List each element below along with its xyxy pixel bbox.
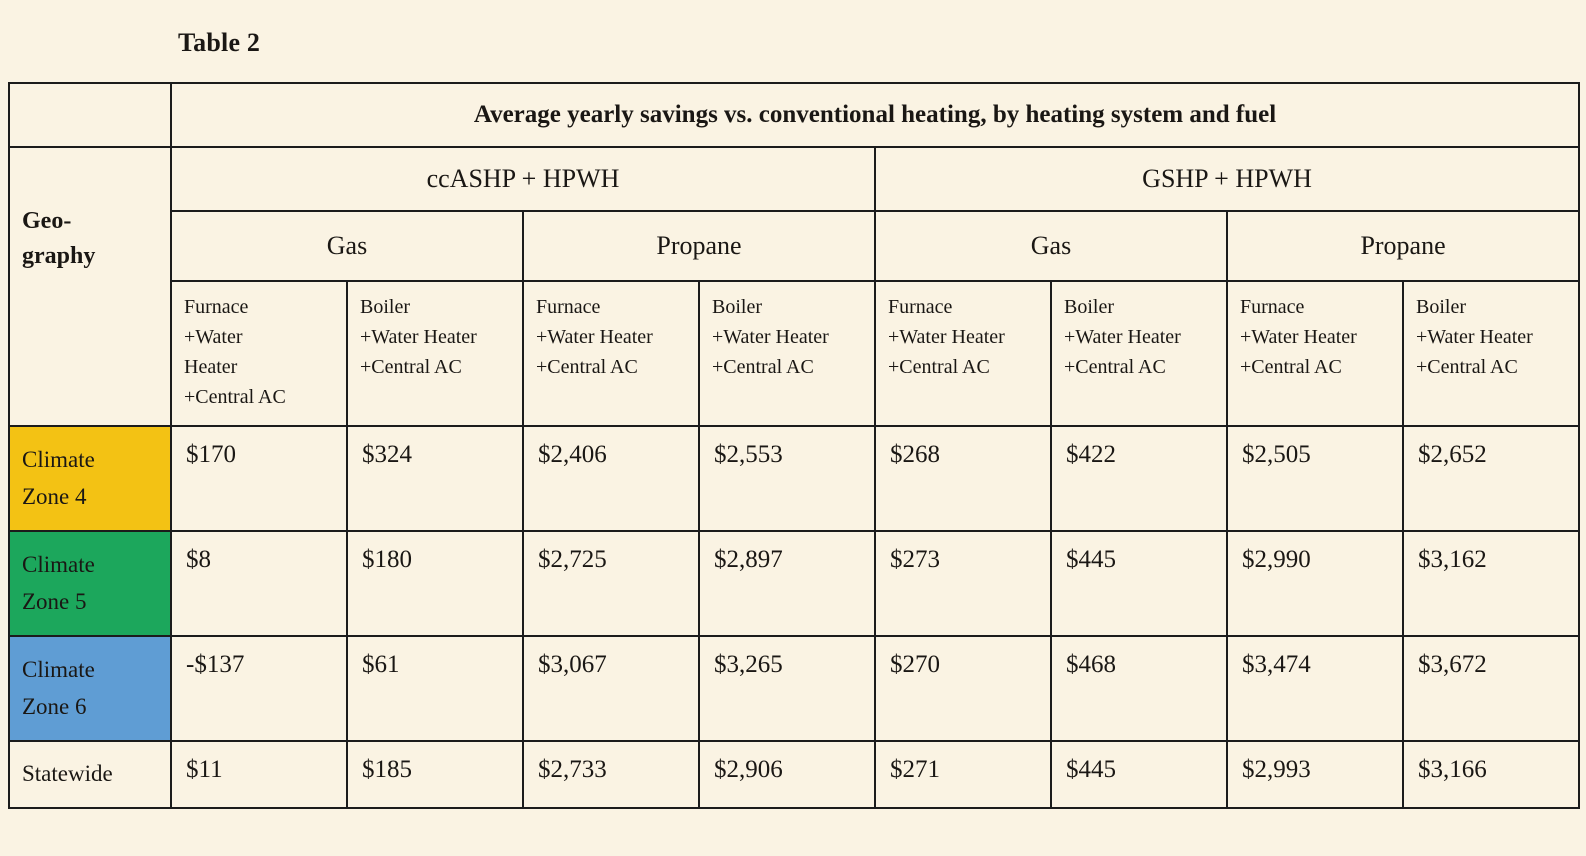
value-cell: $170 <box>170 425 348 532</box>
value-cell: -$137 <box>170 635 348 742</box>
system-group-ccashp-hpwh: ccASHP + HPWH <box>170 146 876 212</box>
savings-table: Average yearly savings vs. conventional … <box>8 82 1581 809</box>
config-header: Boiler +Water Heater +Central AC <box>698 280 876 427</box>
value-cell: $324 <box>346 425 524 532</box>
fuel-header-gas-1: Gas <box>170 210 524 282</box>
config-header: Boiler +Water Heater +Central AC <box>1050 280 1228 427</box>
value-cell: $2,990 <box>1226 530 1404 637</box>
value-cell: $3,672 <box>1401 635 1581 742</box>
value-cell: $61 <box>346 635 524 742</box>
row-header-climate-zone-4: Climate Zone 4 <box>8 425 172 532</box>
row-header-climate-zone-5: Climate Zone 5 <box>8 530 172 637</box>
value-cell: $3,166 <box>1401 740 1581 809</box>
value-cell: $445 <box>1050 740 1228 809</box>
table-row: Climate Zone 6 -$137 $61 $3,067 $3,265 $… <box>8 635 1581 742</box>
value-cell: $2,652 <box>1401 425 1581 532</box>
main-header: Average yearly savings vs. conventional … <box>169 82 1581 148</box>
value-cell: $3,067 <box>522 635 700 742</box>
value-cell: $271 <box>874 740 1052 809</box>
config-header: Furnace +Water Heater +Central AC <box>170 280 348 427</box>
table-row: Furnace +Water Heater +Central AC Boiler… <box>9 280 1581 427</box>
fuel-header-propane-1: Propane <box>522 210 876 282</box>
value-cell: $2,725 <box>522 530 700 637</box>
table-row: Statewide $11 $185 $2,733 $2,906 $271 $4… <box>8 740 1581 809</box>
value-cell: $2,505 <box>1226 425 1404 532</box>
value-cell: $11 <box>170 740 348 809</box>
value-cell: $2,733 <box>522 740 700 809</box>
table-row: Geo- graphy ccASHP + HPWH GSHP + HPWH <box>8 146 1581 427</box>
corner-cell <box>8 82 172 148</box>
value-cell: $2,993 <box>1226 740 1404 809</box>
value-cell: $422 <box>1050 425 1228 532</box>
value-cell: $180 <box>346 530 524 637</box>
config-header: Boiler +Water Heater +Central AC <box>346 280 524 427</box>
config-header: Boiler +Water Heater +Central AC <box>1401 280 1581 427</box>
value-cell: $3,265 <box>698 635 876 742</box>
table-row: Climate Zone 5 $8 $180 $2,725 $2,897 $27… <box>8 530 1581 637</box>
row-header-statewide: Statewide <box>8 740 172 809</box>
table-row: Gas Propane Gas Propane <box>9 210 1581 282</box>
table-caption: Table 2 <box>178 28 261 57</box>
fuel-header-gas-2: Gas <box>874 210 1228 282</box>
value-cell: $8 <box>170 530 348 637</box>
value-cell: $445 <box>1050 530 1228 637</box>
value-cell: $2,906 <box>698 740 876 809</box>
value-cell: $185 <box>346 740 524 809</box>
value-cell: $2,553 <box>698 425 876 532</box>
table-row: Average yearly savings vs. conventional … <box>8 82 1581 148</box>
value-cell: $273 <box>874 530 1052 637</box>
system-group-gshp-hpwh: GSHP + HPWH <box>873 146 1581 212</box>
value-cell: $3,474 <box>1226 635 1404 742</box>
config-header: Furnace +Water Heater +Central AC <box>874 280 1052 427</box>
value-cell: $3,162 <box>1401 530 1581 637</box>
table-row: Climate Zone 4 $170 $324 $2,406 $2,553 $… <box>8 425 1581 532</box>
value-cell: $268 <box>874 425 1052 532</box>
fuel-header-propane-2: Propane <box>1225 210 1581 282</box>
config-header: Furnace +Water Heater +Central AC <box>1226 280 1404 427</box>
value-cell: $468 <box>1050 635 1228 742</box>
config-header: Furnace +Water Heater +Central AC <box>522 280 700 427</box>
value-cell: $2,406 <box>522 425 700 532</box>
value-cell: $2,897 <box>698 530 876 637</box>
value-cell: $270 <box>874 635 1052 742</box>
geography-header: Geo- graphy <box>8 146 172 427</box>
row-header-climate-zone-6: Climate Zone 6 <box>8 635 172 742</box>
